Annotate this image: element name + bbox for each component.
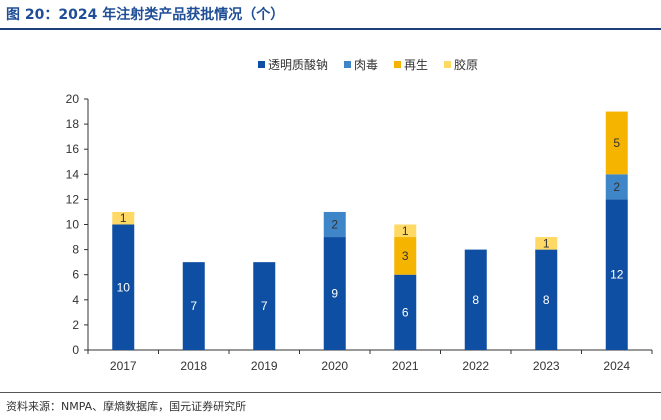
bar-segment	[112, 211, 135, 225]
legend-swatch	[444, 61, 451, 68]
y-tick-label: 8	[72, 243, 79, 257]
y-tick-label: 0	[72, 343, 79, 357]
x-tick-label: 2021	[392, 359, 419, 373]
data-label: 10	[117, 280, 131, 294]
data-label: 1	[402, 224, 409, 238]
legend-label: 胶原	[454, 57, 478, 72]
source-note: 资料来源：NMPA、摩熵数据库，国元证券研究所	[6, 400, 247, 413]
footer-rule	[0, 392, 661, 393]
data-label: 8	[543, 293, 550, 307]
x-tick-label: 2024	[603, 359, 630, 373]
bar-segment	[323, 237, 346, 350]
y-tick-label: 16	[66, 142, 80, 156]
bar-segment	[535, 237, 558, 250]
data-label: 5	[613, 136, 620, 150]
y-axis: 0 2 4 6 8 10 12 14 16 18 20	[66, 92, 89, 357]
bars: 10 1 7 7 9 2 6 3 1 8 8 1 12 2 5	[112, 111, 628, 350]
x-tick-label: 2018	[180, 359, 207, 373]
bar-segment	[112, 224, 135, 350]
y-tick-label: 14	[66, 167, 80, 181]
legend-swatch	[258, 61, 265, 68]
legend: 透明质酸钠 肉毒 再生 胶原	[258, 57, 478, 72]
data-label: 12	[610, 268, 624, 282]
data-label: 7	[261, 299, 268, 313]
y-tick-label: 12	[66, 192, 80, 206]
bar-segment	[605, 111, 628, 175]
data-label: 3	[402, 249, 409, 263]
x-axis: 2017 2018 2019 2020 2021 2022 2023 2024	[87, 349, 653, 373]
bar-segment	[182, 262, 205, 350]
y-tick-label: 18	[66, 117, 80, 131]
data-label: 1	[543, 236, 550, 250]
data-label: 2	[331, 218, 338, 232]
y-tick-label: 20	[66, 92, 80, 106]
y-tick-label: 4	[72, 293, 79, 307]
data-label: 2	[613, 180, 620, 194]
bar-segment	[535, 249, 558, 350]
data-label: 8	[472, 293, 479, 307]
bar-segment	[464, 249, 487, 350]
legend-label: 肉毒	[354, 58, 378, 72]
bar-segment	[323, 211, 346, 238]
y-tick-label: 10	[66, 218, 80, 232]
data-label: 9	[331, 287, 338, 301]
legend-swatch	[344, 61, 351, 68]
legend-label: 透明质酸钠	[268, 57, 328, 72]
x-tick-label: 2023	[533, 359, 560, 373]
x-tick-label: 2019	[251, 359, 278, 373]
x-tick-label: 2022	[462, 359, 489, 373]
y-tick-label: 2	[72, 318, 79, 332]
bar-segment	[394, 274, 417, 350]
data-label: 7	[190, 299, 197, 313]
x-tick-label: 2017	[110, 359, 137, 373]
bar-segment	[394, 237, 417, 275]
title-rule	[0, 28, 661, 30]
legend-label: 再生	[404, 58, 428, 72]
bar-segment	[253, 262, 276, 350]
figure-title: 图 20：2024 年注射类产品获批情况（个）	[6, 7, 285, 23]
legend-swatch	[394, 61, 401, 68]
y-tick-label: 6	[72, 268, 79, 282]
bar-segment	[605, 199, 628, 350]
data-label: 1	[120, 211, 127, 225]
data-label: 6	[402, 305, 409, 319]
bar-segment	[394, 224, 417, 238]
x-tick-label: 2020	[321, 359, 348, 373]
bar-segment	[605, 174, 628, 200]
